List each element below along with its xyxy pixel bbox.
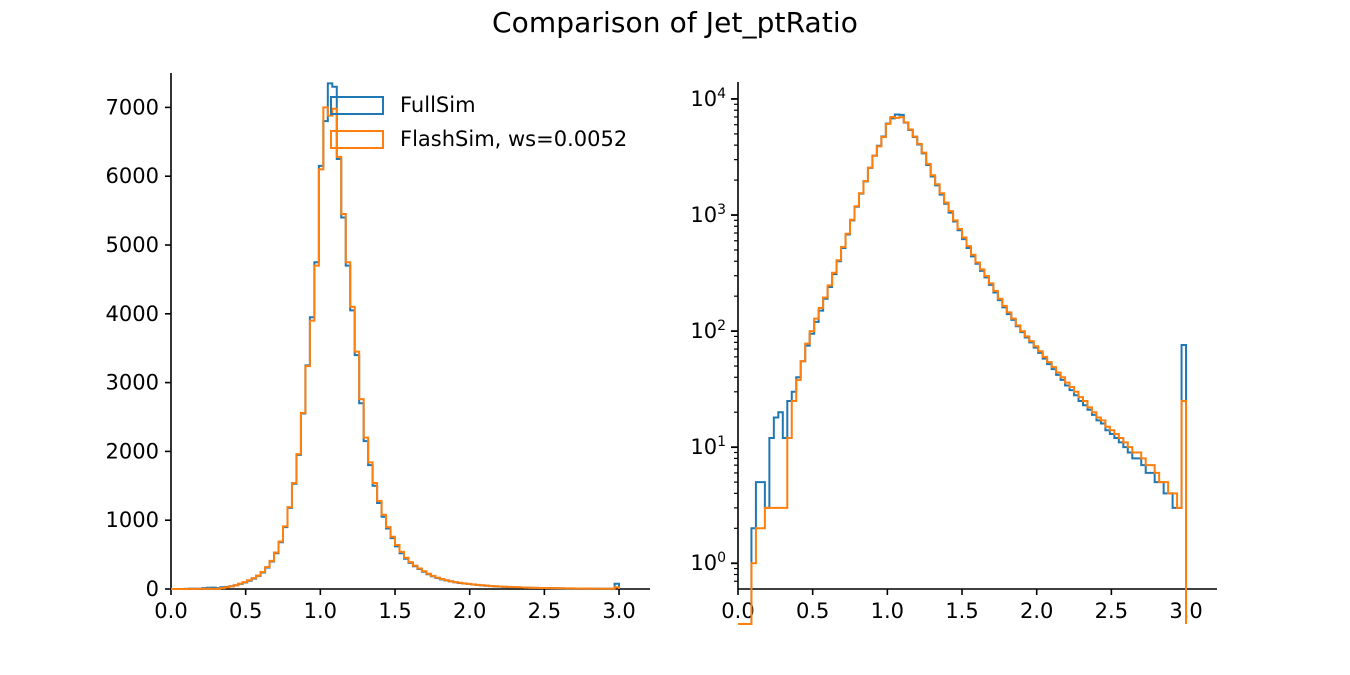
y-tick-label: 100 <box>690 550 726 575</box>
x-tick-label: 1.5 <box>378 599 411 623</box>
legend-swatch-flashsim <box>330 129 384 149</box>
y-tick-label: 2000 <box>106 439 159 463</box>
histogram-step-flashsim <box>171 106 621 590</box>
y-tick-label: 104 <box>690 86 726 111</box>
histogram-step-fullsim <box>738 113 1188 625</box>
x-tick-label: 2.5 <box>1095 599 1128 623</box>
x-tick-label: 1.5 <box>945 599 978 623</box>
x-tick-label: 0.5 <box>229 599 262 623</box>
y-tick-label: 101 <box>690 434 726 459</box>
legend-label-fullsim: FullSim <box>400 93 476 117</box>
x-tick-label: 2.0 <box>1020 599 1053 623</box>
legend-swatch-fullsim <box>330 95 384 115</box>
x-tick-label: 2.5 <box>528 599 561 623</box>
y-tick-label: 5000 <box>106 233 159 257</box>
x-tick-label: 0.0 <box>721 599 754 623</box>
legend-label-flashsim: FlashSim, ws=0.0052 <box>400 127 628 151</box>
x-tick-label: 0.0 <box>154 599 187 623</box>
y-tick-label: 4000 <box>106 302 159 326</box>
x-tick-label: 0.5 <box>796 599 829 623</box>
x-tick-label: 1.0 <box>304 599 337 623</box>
y-tick-label: 103 <box>690 202 726 227</box>
y-tick-label: 102 <box>690 318 726 343</box>
y-tick-label: 3000 <box>106 371 159 395</box>
y-tick-label: 6000 <box>106 164 159 188</box>
histogram-step-flashsim <box>738 115 1188 625</box>
x-tick-label: 3.0 <box>602 599 635 623</box>
legend-entry-flashsim: FlashSim, ws=0.0052 <box>330 122 630 156</box>
figure-title: Comparison of Jet_ptRatio <box>491 6 859 39</box>
left-plot-area: 0.0 0.5 1.0 1.5 2.0 2.5 3.0 0 1000 2000 3000 4000 50… <box>106 73 650 623</box>
x-tick-label: 2.0 <box>453 599 486 623</box>
histogram-step-fullsim <box>171 82 621 590</box>
y-tick-label: 1000 <box>106 508 159 532</box>
y-tick-label: 0 <box>146 577 159 601</box>
x-tick-label: 1.0 <box>871 599 904 623</box>
panel-right-log: 0.0 0.5 1.0 1.5 2.0 2.5 3.0 100 101 102 103 104 <box>675 0 1350 675</box>
panel-left-linear: 0.0 0.5 1.0 1.5 2.0 2.5 3.0 0 1000 2000 3000 4000 50… <box>106 73 650 623</box>
legend-entry-fullsim: FullSim <box>330 88 630 122</box>
y-tick-label: 7000 <box>106 95 159 119</box>
legend: FullSim FlashSim, ws=0.0052 <box>330 88 630 156</box>
